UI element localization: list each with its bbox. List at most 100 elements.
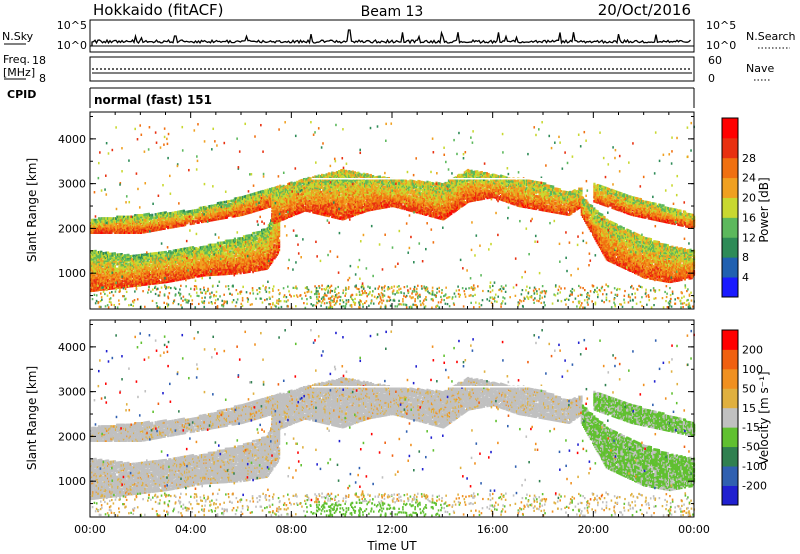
power-cell bbox=[181, 216, 184, 219]
power-cell bbox=[147, 214, 150, 217]
power-cell bbox=[126, 260, 129, 263]
power-cell bbox=[108, 252, 111, 256]
power-cell bbox=[264, 231, 267, 235]
power-cell bbox=[221, 257, 224, 260]
power-cell bbox=[167, 277, 170, 280]
power-cell bbox=[130, 272, 133, 275]
power-cell bbox=[108, 274, 111, 278]
power-cell bbox=[224, 266, 227, 269]
power-cell bbox=[161, 252, 164, 256]
power-cell bbox=[234, 268, 238, 272]
power-cell bbox=[194, 270, 197, 274]
power-cell bbox=[146, 271, 149, 275]
power-cell bbox=[262, 256, 265, 260]
power-cell bbox=[244, 247, 247, 251]
power-cell bbox=[101, 269, 104, 272]
power-cell bbox=[162, 263, 165, 267]
power-cell bbox=[180, 224, 183, 227]
power-cell bbox=[273, 244, 276, 247]
power-cell bbox=[185, 270, 188, 274]
power-cell bbox=[150, 254, 153, 257]
power-cell bbox=[179, 274, 182, 278]
power-cell bbox=[274, 253, 277, 257]
power-cell bbox=[139, 220, 143, 223]
power-cell bbox=[185, 255, 188, 258]
power-cell bbox=[195, 258, 198, 261]
power-cell bbox=[154, 269, 157, 272]
power-cell bbox=[197, 268, 200, 272]
power-cell bbox=[185, 215, 188, 219]
power-cell bbox=[181, 257, 184, 260]
power-cell bbox=[131, 226, 135, 230]
power-cell bbox=[223, 271, 226, 274]
power-cell bbox=[152, 268, 155, 271]
power-cell bbox=[257, 246, 260, 250]
power-cell bbox=[128, 228, 131, 231]
power-cell bbox=[120, 231, 123, 234]
power-cell bbox=[273, 250, 276, 254]
power-cell bbox=[106, 281, 110, 284]
power-cell bbox=[135, 218, 138, 222]
power-cell bbox=[126, 221, 129, 225]
power-cell bbox=[101, 270, 104, 274]
power-cell bbox=[128, 264, 131, 268]
power-cell bbox=[108, 265, 111, 269]
power-cell bbox=[108, 285, 111, 289]
power-cell bbox=[153, 228, 156, 232]
power-cell bbox=[119, 267, 122, 270]
power-cell bbox=[100, 255, 103, 259]
power-cell bbox=[93, 228, 96, 231]
power-cell bbox=[147, 281, 150, 284]
power-cell bbox=[150, 276, 153, 279]
power-cell bbox=[106, 217, 110, 220]
power-cell bbox=[120, 229, 123, 233]
power-cell bbox=[255, 256, 258, 260]
power-cell bbox=[232, 250, 235, 253]
power-cell bbox=[222, 266, 225, 270]
power-cell bbox=[273, 252, 276, 255]
power-cell bbox=[152, 261, 155, 265]
power-cell bbox=[121, 220, 124, 223]
power-cell bbox=[270, 261, 273, 265]
power-cell bbox=[111, 221, 114, 225]
power-cell bbox=[97, 217, 101, 220]
power-cell bbox=[103, 218, 106, 222]
power-cell bbox=[100, 288, 103, 291]
power-cell bbox=[237, 254, 240, 258]
power-cell bbox=[91, 253, 94, 256]
power-cell bbox=[102, 256, 105, 260]
power-cell bbox=[264, 254, 267, 258]
power-cell bbox=[121, 284, 124, 287]
power-cell bbox=[173, 260, 177, 263]
power-cell bbox=[131, 225, 135, 228]
power-cell bbox=[189, 268, 192, 272]
power-cell bbox=[136, 277, 139, 281]
power-cell bbox=[118, 257, 121, 261]
power-cell bbox=[162, 280, 165, 284]
power-cell bbox=[182, 261, 186, 265]
power-cell bbox=[117, 283, 120, 286]
power-cell bbox=[255, 243, 258, 247]
power-cell bbox=[213, 273, 216, 276]
power-cell bbox=[267, 247, 271, 251]
power-cell bbox=[150, 217, 153, 220]
power-cell bbox=[136, 266, 139, 270]
power-cell bbox=[233, 239, 237, 242]
power-cell bbox=[230, 256, 233, 260]
power-cell bbox=[230, 262, 233, 266]
power-cell bbox=[123, 254, 127, 257]
power-cell bbox=[138, 268, 141, 271]
power-cell bbox=[165, 218, 169, 222]
power-cell bbox=[134, 278, 137, 281]
power-cell bbox=[123, 285, 127, 289]
power-cell bbox=[108, 259, 111, 262]
power-cell bbox=[178, 254, 181, 258]
power-cell bbox=[193, 221, 196, 225]
power-cell bbox=[266, 247, 269, 251]
power-cell bbox=[108, 226, 111, 230]
power-cell bbox=[135, 254, 138, 257]
power-cell bbox=[154, 266, 157, 269]
power-cell bbox=[240, 263, 243, 267]
power-cell bbox=[163, 263, 166, 267]
power-cell bbox=[172, 257, 175, 260]
